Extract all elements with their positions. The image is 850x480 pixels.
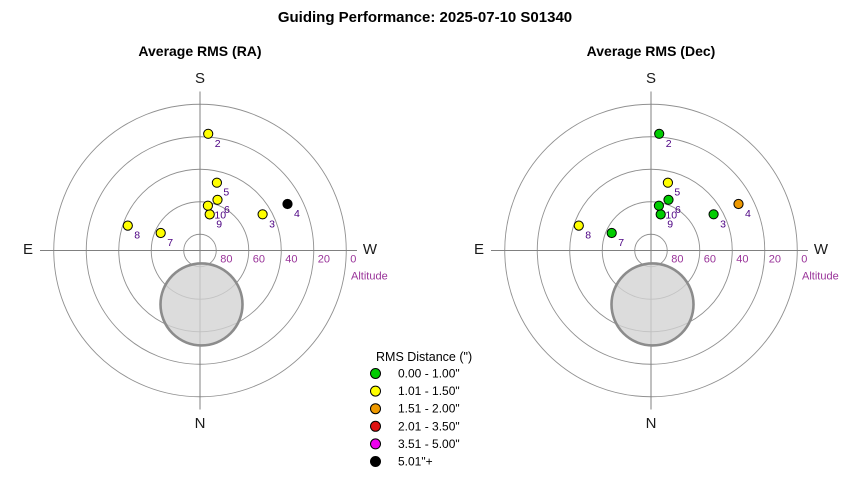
compass-label-s: S xyxy=(646,70,656,87)
altitude-tick: 80 xyxy=(220,254,232,266)
legend-label: 0.00 - 1.00" xyxy=(398,367,460,381)
data-point-ra-2 xyxy=(203,128,214,139)
legend-swatch xyxy=(370,403,381,415)
altitude-tick: 20 xyxy=(769,254,781,266)
legend-label: 5.01"+ xyxy=(398,455,433,469)
point-label-dec-2: 2 xyxy=(666,138,672,150)
moon-disc xyxy=(610,262,695,347)
data-point-dec-5 xyxy=(662,177,674,188)
polar-plot-dec: 80 60 40 20 0 Altitude S N E W 2 3 4 5 6 7 8 910 xyxy=(474,70,839,432)
altitude-axis-label: Altitude xyxy=(802,271,839,283)
compass-label-n: N xyxy=(646,415,657,432)
compass-label-w: W xyxy=(363,241,378,258)
data-point-ra-5 xyxy=(211,177,222,188)
compass-label-w: W xyxy=(814,241,829,258)
data-point-dec-3 xyxy=(708,209,719,220)
data-point-ra-8 xyxy=(122,220,133,231)
point-label-dec-6: 6 xyxy=(675,204,681,216)
altitude-tick: 60 xyxy=(253,254,265,266)
data-point-ra-4 xyxy=(282,198,293,210)
moon-disc xyxy=(159,262,244,347)
polar-plot-ra: 80 60 40 20 0 Altitude S N E W 2 3 4 5 6 7 8 910 xyxy=(23,70,388,432)
legend-swatch xyxy=(370,438,381,450)
chart-title-ra: Average RMS (RA) xyxy=(138,43,262,59)
point-label-ra-9: 9 xyxy=(216,218,222,230)
legend-label: 1.01 - 1.50" xyxy=(398,384,460,398)
point-label-dec-9: 9 xyxy=(667,218,673,230)
altitude-tick: 40 xyxy=(285,254,297,266)
point-label-dec-8: 8 xyxy=(585,230,591,242)
point-label-ra-8: 8 xyxy=(134,230,140,242)
legend-swatch xyxy=(370,420,381,432)
compass-label-e: E xyxy=(23,241,33,258)
point-label-ra-5: 5 xyxy=(223,187,229,199)
altitude-tick: 60 xyxy=(704,254,716,266)
altitude-axis-label: Altitude xyxy=(351,271,388,283)
data-point-dec-8 xyxy=(573,220,584,231)
data-point-dec-9 xyxy=(655,209,666,220)
altitude-tick: 20 xyxy=(318,254,330,266)
compass-label-e: E xyxy=(474,241,484,258)
data-point-dec-10 xyxy=(653,200,665,211)
altitude-tick: 0 xyxy=(801,254,807,266)
data-point-ra-3 xyxy=(257,209,268,220)
altitude-tick: 80 xyxy=(671,254,683,266)
point-label-dec-7: 7 xyxy=(618,237,624,249)
point-label-ra-3: 3 xyxy=(269,218,275,230)
legend-swatch xyxy=(370,456,381,467)
data-point-dec-4 xyxy=(733,198,744,210)
data-point-ra-9 xyxy=(204,209,215,220)
point-label-ra-7: 7 xyxy=(167,237,173,249)
altitude-tick: 40 xyxy=(736,254,748,266)
point-label-dec-4: 4 xyxy=(745,208,751,220)
legend: RMS Distance (") 0.00 - 1.00" 1.01 - 1.50"… xyxy=(370,350,472,469)
data-point-ra-7 xyxy=(155,227,166,239)
chart-title-dec: Average RMS (Dec) xyxy=(586,43,716,59)
legend-label: 3.51 - 5.00" xyxy=(398,437,460,451)
compass-label-n: N xyxy=(195,415,206,432)
main-title: Guiding Performance: 2025-07-10 S01340 xyxy=(277,9,573,26)
point-label-ra-10: 10 xyxy=(214,210,226,222)
legend-swatch xyxy=(370,368,381,379)
point-label-ra-4: 4 xyxy=(294,208,300,220)
data-point-dec-7 xyxy=(606,227,617,239)
legend-label: 2.01 - 3.50" xyxy=(398,419,460,433)
data-point-ra-6 xyxy=(212,194,223,205)
data-point-dec-6 xyxy=(663,194,674,205)
point-label-ra-6: 6 xyxy=(224,204,230,216)
altitude-tick: 0 xyxy=(350,254,356,266)
legend-swatch xyxy=(370,385,381,397)
data-point-ra-10 xyxy=(202,200,213,211)
point-label-ra-2: 2 xyxy=(215,138,221,150)
legend-title: RMS Distance (") xyxy=(376,350,472,364)
point-label-dec-3: 3 xyxy=(720,218,726,230)
point-label-dec-10: 10 xyxy=(665,210,677,222)
data-point-dec-2 xyxy=(654,128,665,139)
point-label-dec-5: 5 xyxy=(674,187,680,199)
compass-label-s: S xyxy=(195,70,205,87)
legend-label: 1.51 - 2.00" xyxy=(398,402,460,416)
